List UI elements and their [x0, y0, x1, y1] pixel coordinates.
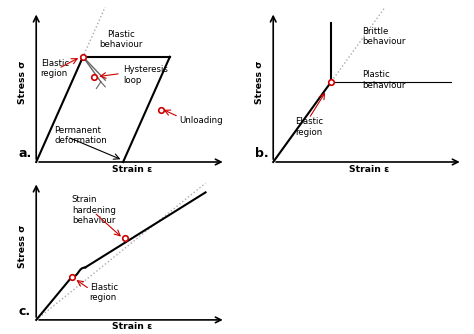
Text: a.: a. — [18, 147, 32, 160]
Text: Plastic
behaviour: Plastic behaviour — [362, 70, 406, 90]
Text: Unloading: Unloading — [179, 116, 222, 125]
Text: Elastic
region: Elastic region — [41, 59, 69, 78]
Text: Stress σ: Stress σ — [18, 224, 27, 268]
Text: Strain
hardening
behaviour: Strain hardening behaviour — [72, 195, 116, 225]
Text: Permanent
deformation: Permanent deformation — [54, 126, 107, 145]
Text: Hysteresis
loop: Hysteresis loop — [123, 65, 168, 85]
Text: Elastic
region: Elastic region — [295, 117, 324, 137]
Text: Stress σ: Stress σ — [18, 60, 27, 104]
Text: Plastic
behaviour: Plastic behaviour — [99, 30, 143, 49]
Text: b.: b. — [255, 147, 269, 160]
Text: Strain ε: Strain ε — [112, 322, 152, 331]
Text: Strain ε: Strain ε — [112, 165, 152, 174]
Text: Brittle
behaviour: Brittle behaviour — [362, 27, 406, 46]
Text: Strain ε: Strain ε — [349, 165, 389, 174]
Text: Stress σ: Stress σ — [255, 60, 264, 104]
Text: Elastic
region: Elastic region — [90, 283, 118, 302]
Text: c.: c. — [18, 305, 30, 318]
